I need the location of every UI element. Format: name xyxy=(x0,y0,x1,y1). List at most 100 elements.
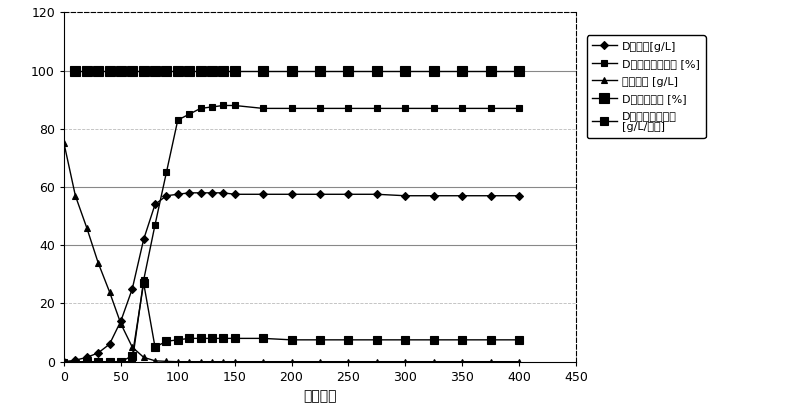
D－乳酸生产速度
[g/L/小时] xyxy=(344,337,354,342)
总糖浓度 [g/L] xyxy=(207,359,217,364)
D－乳酸生产速度
[g/L/小时] xyxy=(286,337,296,342)
D－乳酸光学纯度 [%] xyxy=(162,170,171,175)
D－乳酸光学纯度 [%] xyxy=(173,118,182,122)
D－乳酸收率 [%] xyxy=(218,68,228,73)
D－乳酸收率 [%] xyxy=(94,68,103,73)
总糖浓度 [g/L] xyxy=(429,359,438,364)
Line: D－乳酸收率 [%]: D－乳酸收率 [%] xyxy=(70,66,524,75)
D－乳酸生产速度
[g/L/小时] xyxy=(207,336,217,341)
总糖浓度 [g/L] xyxy=(82,225,91,230)
D－乳酸[g/L] xyxy=(127,286,137,291)
总糖浓度 [g/L] xyxy=(286,359,296,364)
总糖浓度 [g/L] xyxy=(139,355,149,360)
D－乳酸光学纯度 [%] xyxy=(139,278,149,283)
D－乳酸[g/L] xyxy=(401,193,410,198)
总糖浓度 [g/L] xyxy=(105,289,114,294)
D－乳酸[g/L] xyxy=(429,193,438,198)
D－乳酸光学纯度 [%] xyxy=(401,106,410,111)
D－乳酸光学纯度 [%] xyxy=(429,106,438,111)
D－乳酸收率 [%] xyxy=(207,68,217,73)
D－乳酸生产速度
[g/L/小时] xyxy=(514,337,524,342)
总糖浓度 [g/L] xyxy=(184,359,194,364)
D－乳酸[g/L] xyxy=(458,193,467,198)
D－乳酸[g/L] xyxy=(184,190,194,195)
D－乳酸生产速度
[g/L/小时] xyxy=(218,336,228,341)
D－乳酸收率 [%] xyxy=(514,68,524,73)
D－乳酸[g/L] xyxy=(82,355,91,360)
D－乳酸[g/L] xyxy=(116,319,126,323)
D－乳酸生产速度
[g/L/小时] xyxy=(82,359,91,364)
D－乳酸光学纯度 [%] xyxy=(127,359,137,364)
D－乳酸光学纯度 [%] xyxy=(196,106,206,111)
D－乳酸[g/L] xyxy=(218,190,228,195)
D－乳酸光学纯度 [%] xyxy=(150,222,160,227)
总糖浓度 [g/L] xyxy=(94,260,103,265)
X-axis label: 培养时间: 培养时间 xyxy=(303,389,337,403)
D－乳酸生产速度
[g/L/小时] xyxy=(94,359,103,364)
D－乳酸收率 [%] xyxy=(286,68,296,73)
总糖浓度 [g/L] xyxy=(514,359,524,364)
D－乳酸[g/L] xyxy=(315,192,325,197)
D－乳酸[g/L] xyxy=(150,202,160,207)
D－乳酸生产速度
[g/L/小时] xyxy=(127,353,137,358)
D－乳酸生产速度
[g/L/小时] xyxy=(184,336,194,341)
D－乳酸生产速度
[g/L/小时] xyxy=(429,337,438,342)
总糖浓度 [g/L] xyxy=(127,345,137,350)
D－乳酸[g/L] xyxy=(486,193,495,198)
D－乳酸[g/L] xyxy=(258,192,268,197)
D－乳酸光学纯度 [%] xyxy=(218,103,228,108)
D－乳酸光学纯度 [%] xyxy=(315,106,325,111)
D－乳酸生产速度
[g/L/小时] xyxy=(486,337,495,342)
D－乳酸收率 [%] xyxy=(70,68,80,73)
D－乳酸生产速度
[g/L/小时] xyxy=(162,339,171,344)
D－乳酸[g/L] xyxy=(514,193,524,198)
D－乳酸生产速度
[g/L/小时] xyxy=(230,336,239,341)
D－乳酸光学纯度 [%] xyxy=(486,106,495,111)
D－乳酸光学纯度 [%] xyxy=(82,359,91,364)
D－乳酸生产速度
[g/L/小时] xyxy=(315,337,325,342)
Legend: D－乳酸[g/L], D－乳酸光学纯度 [%], 总糖浓度 [g/L], D－乳酸收率 [%], D－乳酸生产速度
[g/L/小时]: D－乳酸[g/L], D－乳酸光学纯度 [%], 总糖浓度 [g/L], D－乳… xyxy=(586,35,706,138)
D－乳酸收率 [%] xyxy=(315,68,325,73)
D－乳酸光学纯度 [%] xyxy=(372,106,382,111)
总糖浓度 [g/L] xyxy=(162,359,171,364)
D－乳酸光学纯度 [%] xyxy=(458,106,467,111)
D－乳酸[g/L] xyxy=(105,342,114,347)
总糖浓度 [g/L] xyxy=(315,359,325,364)
D－乳酸收率 [%] xyxy=(258,68,268,73)
D－乳酸生产速度
[g/L/小时] xyxy=(139,281,149,286)
D－乳酸光学纯度 [%] xyxy=(105,359,114,364)
D－乳酸光学纯度 [%] xyxy=(258,106,268,111)
D－乳酸[g/L] xyxy=(94,351,103,356)
D－乳酸[g/L] xyxy=(286,192,296,197)
D－乳酸光学纯度 [%] xyxy=(344,106,354,111)
总糖浓度 [g/L] xyxy=(150,358,160,363)
总糖浓度 [g/L] xyxy=(116,321,126,326)
D－乳酸收率 [%] xyxy=(127,68,137,73)
总糖浓度 [g/L] xyxy=(196,359,206,364)
D－乳酸[g/L] xyxy=(162,193,171,198)
D－乳酸[g/L] xyxy=(196,190,206,195)
D－乳酸[g/L] xyxy=(139,237,149,242)
D－乳酸光学纯度 [%] xyxy=(207,104,217,109)
Line: 总糖浓度 [g/L]: 总糖浓度 [g/L] xyxy=(61,140,522,365)
D－乳酸生产速度
[g/L/小时] xyxy=(372,337,382,342)
D－乳酸生产速度
[g/L/小时] xyxy=(401,337,410,342)
D－乳酸光学纯度 [%] xyxy=(514,106,524,111)
Line: D－乳酸光学纯度 [%]: D－乳酸光学纯度 [%] xyxy=(61,102,522,365)
D－乳酸收率 [%] xyxy=(486,68,495,73)
Line: D－乳酸[g/L]: D－乳酸[g/L] xyxy=(62,190,522,365)
D－乳酸收率 [%] xyxy=(372,68,382,73)
D－乳酸[g/L] xyxy=(344,192,354,197)
D－乳酸光学纯度 [%] xyxy=(286,106,296,111)
D－乳酸收率 [%] xyxy=(184,68,194,73)
D－乳酸[g/L] xyxy=(59,359,69,364)
总糖浓度 [g/L] xyxy=(59,141,69,146)
总糖浓度 [g/L] xyxy=(70,193,80,198)
D－乳酸收率 [%] xyxy=(162,68,171,73)
D－乳酸光学纯度 [%] xyxy=(230,103,239,108)
总糖浓度 [g/L] xyxy=(458,359,467,364)
D－乳酸生产速度
[g/L/小时] xyxy=(116,359,126,364)
D－乳酸[g/L] xyxy=(230,192,239,197)
总糖浓度 [g/L] xyxy=(401,359,410,364)
D－乳酸生产速度
[g/L/小时] xyxy=(458,337,467,342)
